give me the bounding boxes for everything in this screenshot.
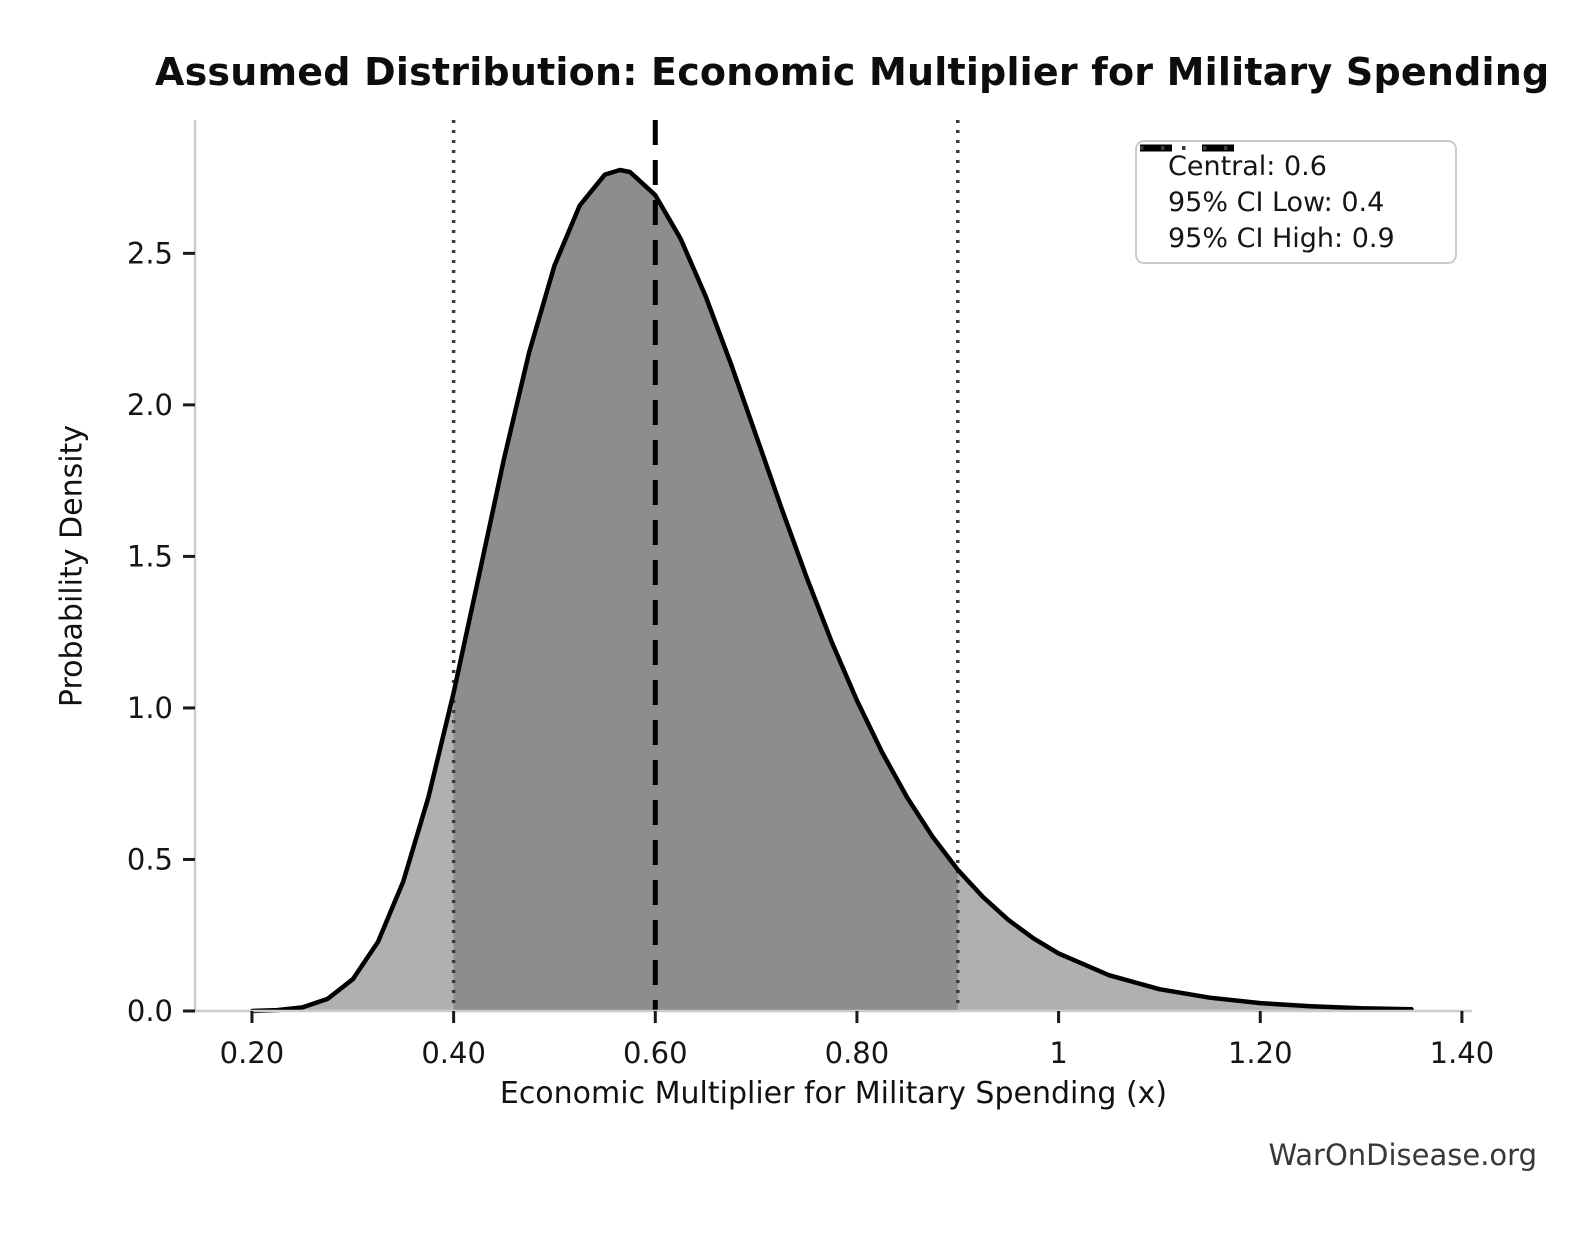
y-tick-0.0-label: 0.0 bbox=[127, 994, 173, 1028]
x-tick-0.60-label: 0.60 bbox=[623, 1036, 688, 1070]
y-ticks: 0.0 0.5 1.0 1.5 2.0 2.5 bbox=[127, 236, 195, 1028]
density-curve bbox=[249, 167, 1414, 1014]
x-tick-0.40-label: 0.40 bbox=[421, 1036, 486, 1070]
legend-item-ci-low: 95% CI Low: 0.4 bbox=[1140, 146, 1447, 220]
watermark: WarOnDisease.org bbox=[1268, 1138, 1537, 1172]
x-tick-1.20-label: 1.20 bbox=[1228, 1036, 1293, 1070]
dashed-line-icon bbox=[1140, 144, 1234, 152]
legend-item-ci-high: 95% CI High: 0.9 bbox=[1140, 146, 1447, 256]
chart-title: Assumed Distribution: Economic Multiplie… bbox=[155, 50, 1550, 94]
legend-label-ci-low: 95% CI Low: 0.4 bbox=[1168, 186, 1385, 218]
y-tick-0.5-label: 0.5 bbox=[127, 842, 173, 876]
legend: Central: 0.6 95% CI Low: 0.4 95% CI High… bbox=[1135, 140, 1457, 264]
x-tick-0.20-label: 0.20 bbox=[220, 1036, 285, 1070]
x-axis-label: Economic Multiplier for Military Spendin… bbox=[499, 1076, 1168, 1111]
y-tick-2.0-label: 2.0 bbox=[127, 388, 173, 422]
x-tick-0.80-label: 0.80 bbox=[825, 1036, 890, 1070]
y-axis-label: Probability Density bbox=[54, 424, 90, 708]
legend-label-ci-high: 95% CI High: 0.9 bbox=[1168, 222, 1395, 254]
legend-label-central: Central: 0.6 bbox=[1168, 150, 1327, 182]
y-tick-2.5-label: 2.5 bbox=[127, 236, 173, 270]
x-tick-1.40-label: 1.40 bbox=[1430, 1036, 1495, 1070]
ci-area-fill bbox=[453, 170, 958, 1011]
x-tick-1-label: 1 bbox=[1049, 1036, 1067, 1070]
y-tick-1.0-label: 1.0 bbox=[127, 691, 173, 725]
dotted-line-icon bbox=[1140, 146, 1234, 150]
legend-item-central: Central: 0.6 bbox=[1140, 144, 1447, 184]
y-tick-1.5-label: 1.5 bbox=[127, 539, 173, 573]
x-ticks: 0.20 0.40 0.60 0.80 1 1.20 1.40 bbox=[220, 1011, 1495, 1070]
